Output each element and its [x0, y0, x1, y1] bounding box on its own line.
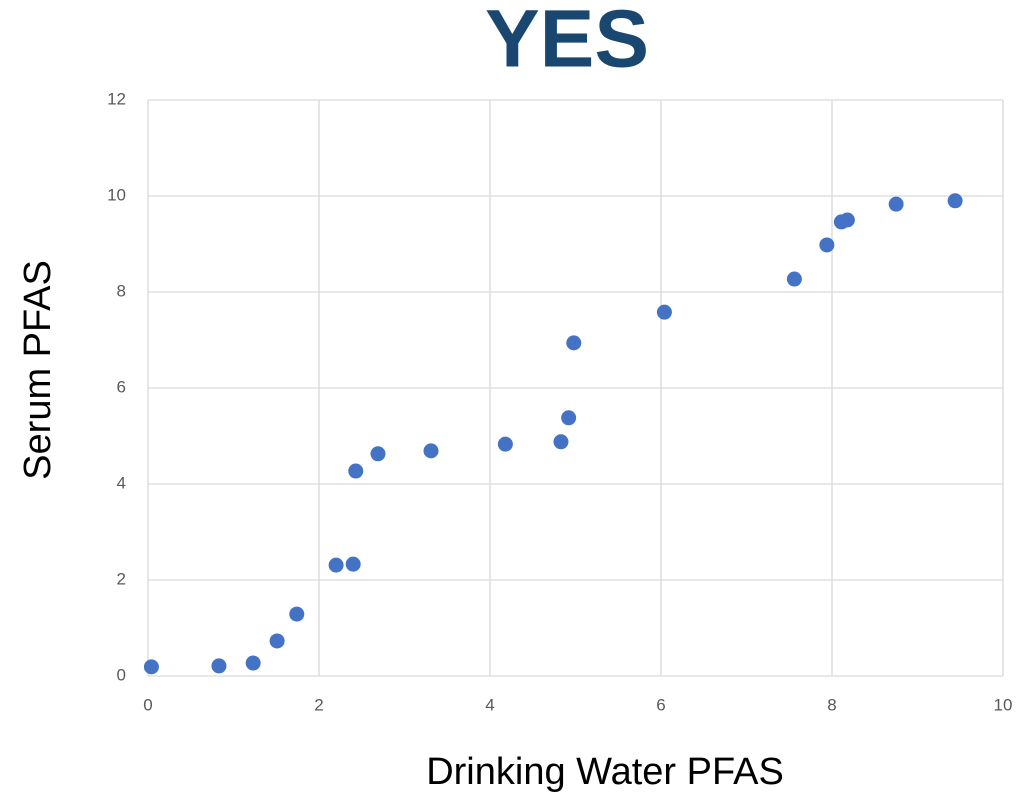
point: [345, 556, 361, 572]
x-axis-label: Drinking Water PFAS: [426, 751, 784, 793]
point: [143, 659, 159, 675]
point: [561, 410, 577, 426]
x-tick-label: 0: [143, 695, 152, 714]
x-tick-label: 8: [827, 695, 836, 714]
point: [328, 557, 344, 573]
point: [566, 335, 582, 351]
y-tick-label: 4: [117, 473, 126, 492]
point: [348, 463, 364, 479]
y-tick-label: 10: [107, 185, 126, 204]
y-axis-label: Serum PFAS: [17, 260, 59, 480]
y-tick-label: 2: [117, 569, 126, 588]
point: [947, 193, 963, 209]
point: [888, 196, 904, 212]
point: [553, 434, 569, 450]
point: [819, 237, 835, 253]
x-tick-label: 6: [656, 695, 665, 714]
point: [497, 436, 513, 452]
y-tick-label: 0: [117, 665, 126, 684]
point: [289, 606, 305, 622]
point: [245, 655, 261, 671]
x-tick-label: 10: [994, 695, 1013, 714]
point: [656, 304, 672, 320]
point: [423, 443, 439, 459]
y-tick-label: 12: [107, 89, 126, 108]
point: [839, 212, 855, 228]
point: [211, 658, 227, 674]
x-tick-label: 4: [485, 695, 494, 714]
y-tick-label: 6: [117, 377, 126, 396]
point: [370, 446, 386, 462]
y-tick-label: 8: [117, 281, 126, 300]
point: [786, 271, 802, 287]
x-tick-label: 2: [314, 695, 323, 714]
chart-title: YES: [485, 0, 649, 85]
point: [269, 633, 285, 649]
